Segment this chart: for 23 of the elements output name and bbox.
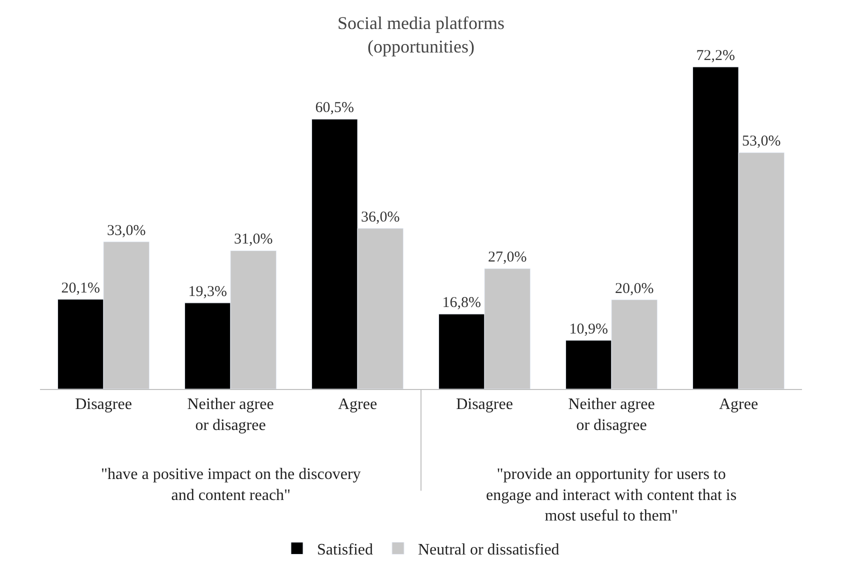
data-label: 27,0% (488, 250, 527, 266)
data-label: 19,3% (188, 284, 228, 300)
x-tick-label: Neither agree or disagree (568, 396, 655, 434)
legend-label: Neutral or dissatisfied (418, 542, 560, 559)
data-label: 31,0% (234, 232, 273, 248)
data-label: 16,8% (442, 295, 482, 312)
data-label: 60,5% (315, 100, 354, 116)
text: "have a positive impact on the discovery and content reach" (101, 466, 361, 504)
legend-label: Satisfied (317, 542, 373, 559)
x-tick-label: Neither agree or disagree (187, 396, 274, 434)
x-tick-label: Agree (718, 396, 758, 414)
data-label: 10,9% (569, 321, 608, 338)
data-label: 20,1% (61, 280, 100, 296)
x-tick-label: Agree (338, 396, 378, 414)
data-label: 53,0% (742, 134, 781, 150)
data-label: 33,0% (106, 222, 146, 239)
data-label: 20,0% (614, 280, 654, 297)
text: "provide an opportunity for users to engage and interact with content that is most useful to them" (486, 466, 737, 525)
chart-title: Social media platforms (opportunities) (338, 12, 504, 56)
data-label: 36,0% (360, 209, 400, 226)
x-tick-label: Disagree (456, 396, 513, 414)
x-tick-label: Disagree (75, 396, 132, 414)
data-label: 72,2% (696, 48, 736, 64)
